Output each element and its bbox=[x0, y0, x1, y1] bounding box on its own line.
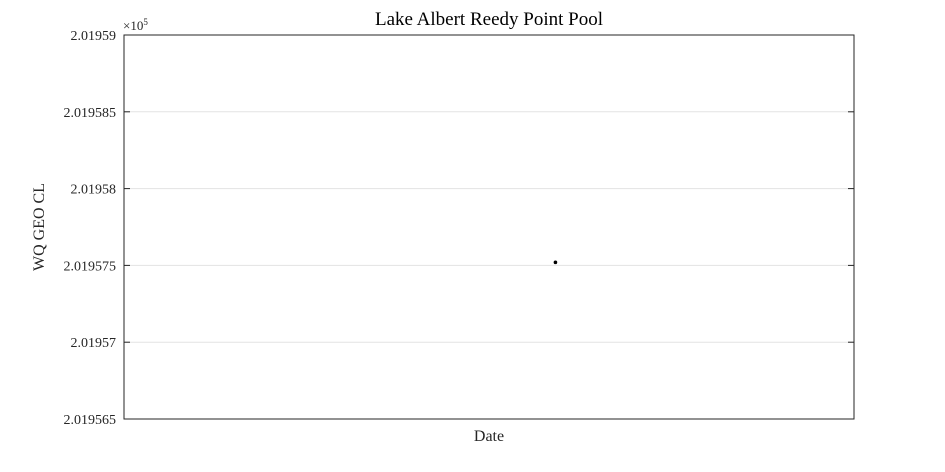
data-point bbox=[553, 260, 558, 265]
plot-area bbox=[123, 34, 855, 420]
y-tick-label: 2.019565 bbox=[64, 413, 117, 428]
y-ticks: 2.019565 2.01957 2.019575 2.01958 2.019585 2.… bbox=[64, 29, 854, 428]
chart-title: Lake Albert Reedy Point Pool bbox=[375, 9, 603, 30]
y-tick-label: 2.019575 bbox=[64, 259, 117, 274]
y-tick-label: 2.01957 bbox=[71, 336, 117, 351]
y-exponent-base: ×10 bbox=[123, 18, 143, 33]
data-points bbox=[553, 260, 558, 265]
y-tick-label: 2.01959 bbox=[71, 29, 117, 44]
y-exponent-power: 5 bbox=[143, 17, 148, 27]
x-axis-label: Date bbox=[474, 428, 504, 445]
y-axis-label: WQ GEO CL bbox=[31, 183, 48, 271]
y-tick-label: 2.019585 bbox=[64, 106, 117, 121]
y-exponent-label: ×105 bbox=[123, 17, 148, 33]
grid-lines bbox=[124, 111, 854, 343]
y-tick-label: 2.01958 bbox=[71, 183, 117, 198]
